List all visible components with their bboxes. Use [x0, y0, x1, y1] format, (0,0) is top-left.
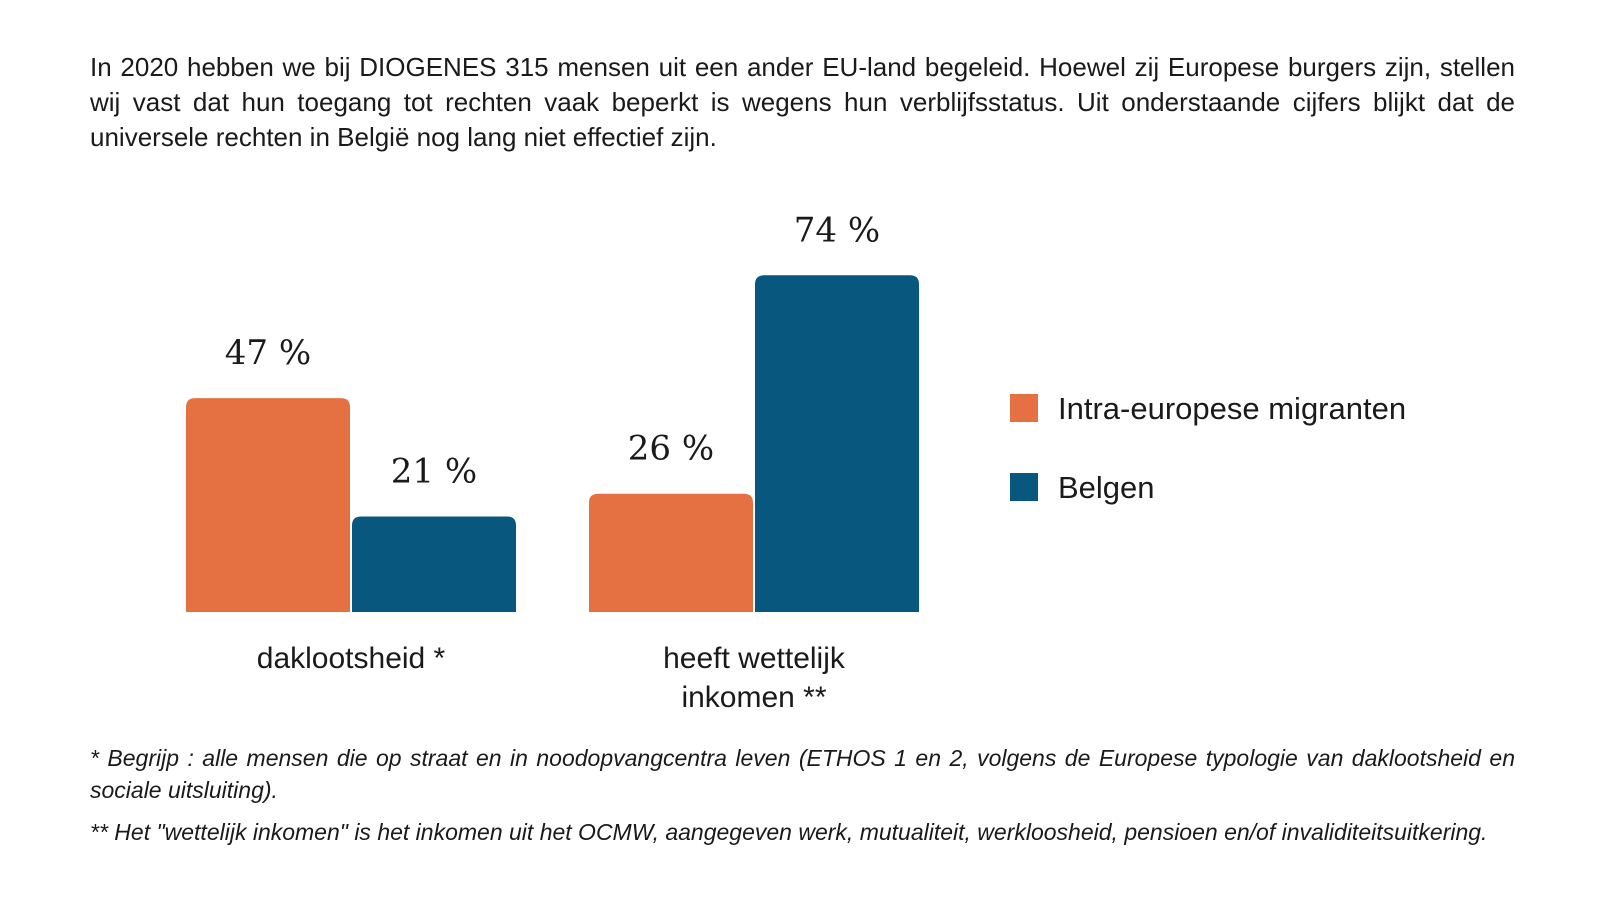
bar — [589, 493, 753, 612]
bar — [186, 398, 350, 612]
legend-swatch — [1010, 394, 1038, 422]
legend-swatch — [1010, 473, 1038, 501]
legend-label: Belgen — [1058, 470, 1155, 505]
data-label: 21 % — [391, 451, 477, 491]
data-label: 47 % — [225, 333, 311, 373]
footnote-homelessness: * Begrijp : alle mensen die op straat en… — [90, 745, 1515, 803]
bar-chart: 47 % 21 % daklootsheid * 26 % 74 % heeft wett… — [186, 210, 1406, 714]
intro-paragraph: In 2020 hebben we bij DIOGENES 315 mense… — [90, 52, 1515, 152]
category-label: inkomen ** — [681, 681, 826, 714]
data-label: 26 % — [628, 429, 714, 469]
data-label: 74 % — [794, 210, 880, 250]
footnote-legal-income: ** Het "wettelijk inkomen" is het inkome… — [90, 819, 1488, 845]
category-label: heeft wettelijk — [663, 642, 846, 675]
bar — [755, 275, 919, 612]
footnotes: * Begrijp : alle mensen die op straat en… — [90, 742, 1515, 858]
legend-label: Intra-europese migranten — [1058, 391, 1406, 426]
bar — [352, 516, 516, 612]
category-label: daklootsheid * — [257, 642, 446, 675]
